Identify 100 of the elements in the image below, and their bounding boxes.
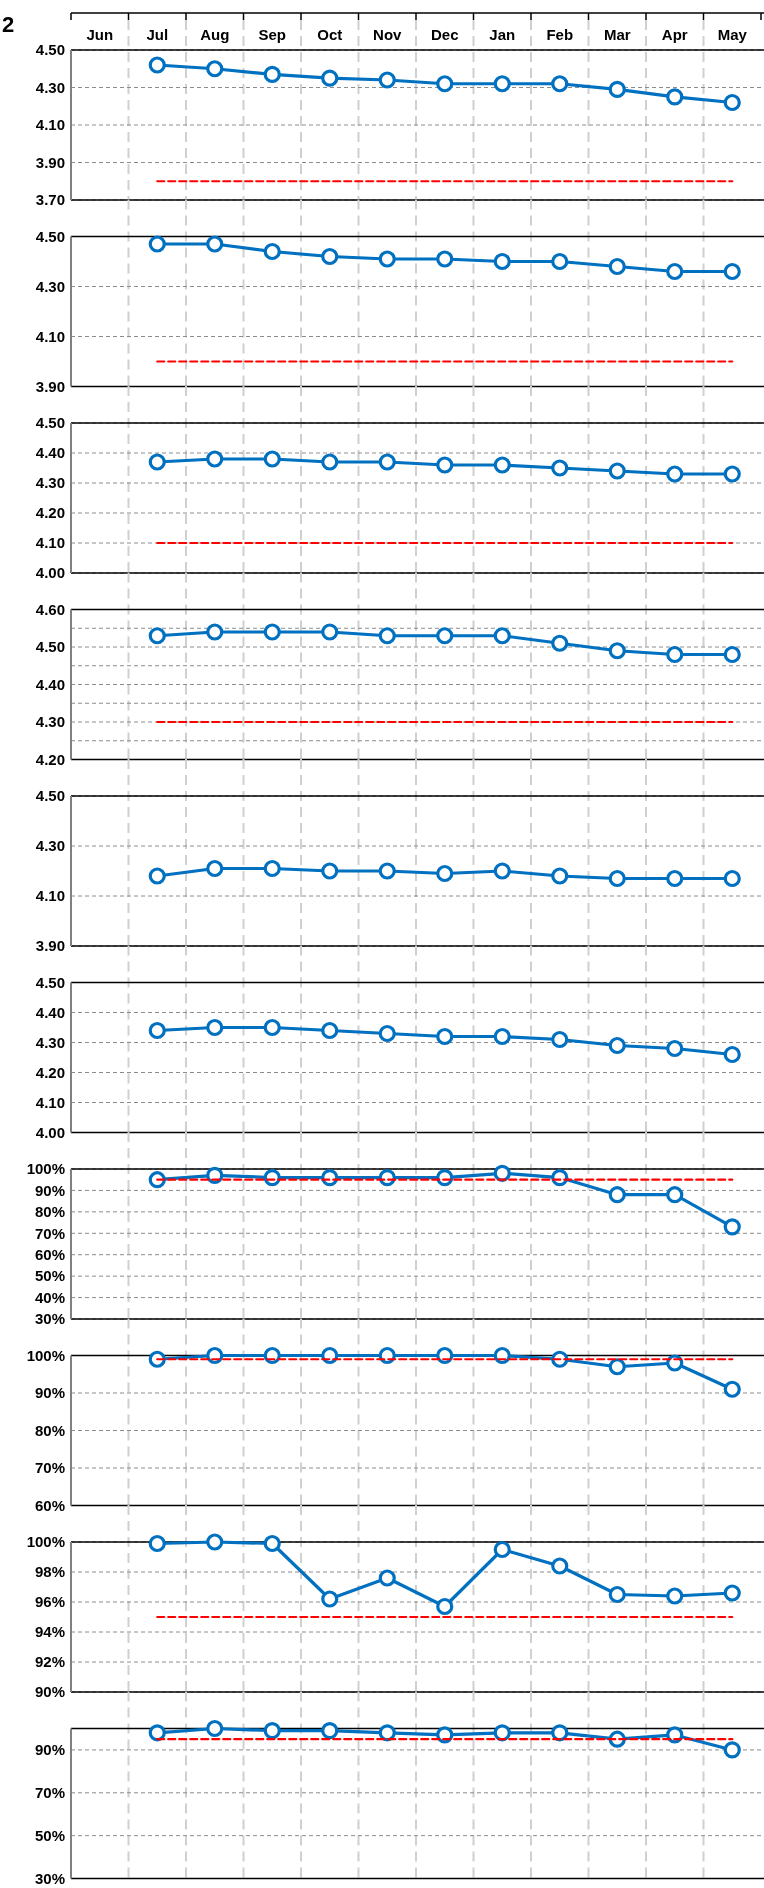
point <box>723 645 741 664</box>
point <box>263 450 281 468</box>
point <box>723 93 741 112</box>
point <box>206 60 224 78</box>
point <box>263 859 281 878</box>
point <box>493 1164 511 1182</box>
point <box>723 262 741 281</box>
point <box>608 80 626 98</box>
point <box>436 456 454 474</box>
y-tick-label: 4.20 <box>35 504 65 522</box>
point <box>148 1021 166 1040</box>
point <box>723 465 741 483</box>
y-tick-label: 4.50 <box>35 787 65 805</box>
y-tick-label: 4.30 <box>35 277 65 295</box>
y-tick-label: 4.30 <box>35 713 65 731</box>
point <box>666 262 684 281</box>
point <box>321 247 339 266</box>
point <box>666 1186 684 1204</box>
point <box>723 869 741 888</box>
y-tick-label: 90% <box>34 1181 65 1199</box>
y-tick-label: 80% <box>34 1203 65 1221</box>
point <box>436 864 454 883</box>
y-tick-label: 70% <box>34 1224 65 1242</box>
y-tick-label: 90% <box>34 1683 65 1701</box>
y-tick-label: 4.60 <box>35 600 65 618</box>
x-tick-label: Aug <box>200 26 230 43</box>
point <box>378 71 396 89</box>
point <box>321 623 339 641</box>
y-tick-label: 50% <box>34 1826 65 1844</box>
point <box>378 862 396 880</box>
point <box>148 235 166 253</box>
x-tick-label: Jun <box>86 26 114 43</box>
point <box>608 257 626 276</box>
point <box>206 1719 224 1738</box>
y-tick-label: 100% <box>26 1160 65 1178</box>
point <box>148 1724 166 1742</box>
point <box>436 1027 454 1046</box>
x-tick-label: Feb <box>546 26 574 43</box>
point <box>206 1018 224 1037</box>
y-tick-label: 4.10 <box>35 327 65 345</box>
point <box>608 1036 626 1055</box>
y-tick-label: 4.10 <box>35 1093 65 1111</box>
point <box>263 1018 281 1037</box>
point <box>263 1722 281 1740</box>
point <box>493 862 511 880</box>
point <box>666 465 684 483</box>
point <box>148 453 166 471</box>
y-tick-label: 4.50 <box>35 41 65 59</box>
point <box>206 450 224 468</box>
point <box>608 462 626 480</box>
point <box>436 75 454 93</box>
point <box>263 1534 281 1553</box>
y-tick-label: 4.50 <box>35 227 65 245</box>
y-tick-label: 4.40 <box>35 675 65 693</box>
point <box>378 453 396 471</box>
point <box>493 627 511 645</box>
y-tick-label: 4.40 <box>35 444 65 462</box>
point <box>436 250 454 268</box>
point <box>321 862 339 880</box>
y-tick-label: 96% <box>34 1593 65 1611</box>
point <box>321 453 339 471</box>
point <box>436 627 454 645</box>
y-tick-label: 4.00 <box>35 1123 65 1141</box>
point <box>723 1380 741 1398</box>
x-tick-label: Sep <box>258 26 287 43</box>
point <box>321 1021 339 1040</box>
x-tick-label: Jan <box>489 26 516 43</box>
point <box>666 1039 684 1058</box>
point <box>666 1587 684 1605</box>
y-tick-label: 60% <box>34 1496 65 1514</box>
point <box>723 1741 741 1759</box>
y-tick-label: 4.50 <box>35 973 65 991</box>
point <box>723 1045 741 1064</box>
point <box>551 252 569 271</box>
point <box>666 88 684 106</box>
point <box>378 1724 396 1742</box>
y-tick-label: 4.50 <box>35 638 65 656</box>
y-tick-label: 90% <box>34 1741 65 1759</box>
y-tick-label: 3.90 <box>35 153 65 171</box>
x-tick-label: Dec <box>430 26 459 43</box>
y-tick-label: 4.30 <box>35 837 65 855</box>
y-tick-label: 50% <box>34 1267 65 1285</box>
point <box>148 1534 166 1553</box>
x-tick-label: Apr <box>661 26 688 43</box>
point <box>608 1186 626 1204</box>
point <box>378 250 396 268</box>
point <box>493 1724 511 1742</box>
point <box>378 1569 396 1587</box>
point <box>206 859 224 878</box>
y-tick-label: 3.90 <box>35 377 65 395</box>
y-tick-label: 4.30 <box>35 1033 65 1051</box>
point <box>723 1584 741 1602</box>
y-tick-label: 92% <box>34 1653 65 1671</box>
point <box>493 75 511 93</box>
x-tick-label: May <box>717 26 748 43</box>
point <box>551 459 569 477</box>
y-tick-label: 4.50 <box>35 414 65 432</box>
point <box>551 1557 569 1575</box>
point <box>551 1030 569 1049</box>
point <box>493 252 511 271</box>
